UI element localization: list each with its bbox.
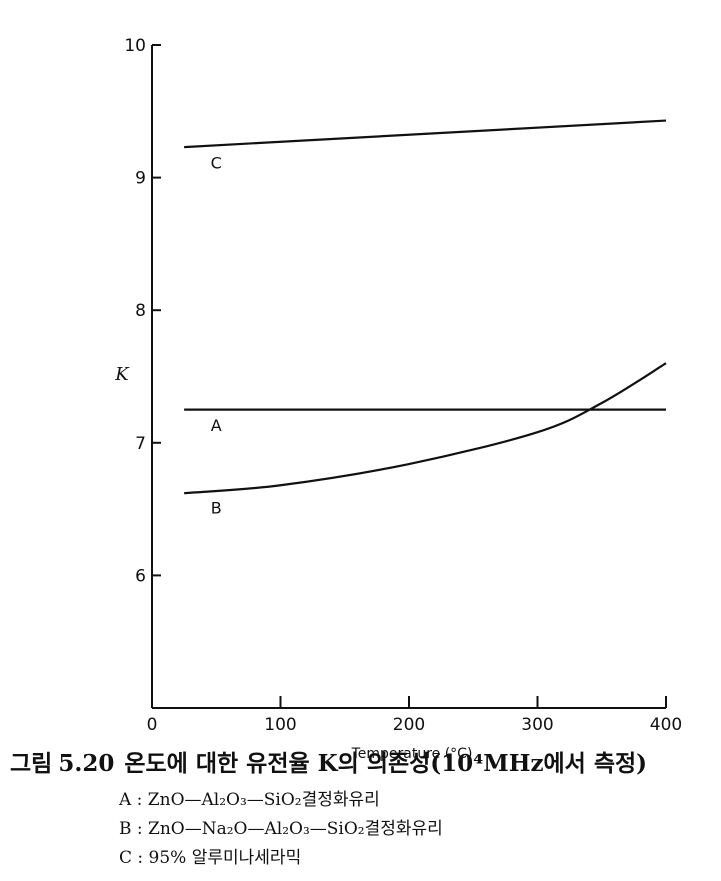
x-axis-label: Temperature (°C): [351, 746, 473, 762]
x-tick-label: 100: [264, 715, 296, 735]
caption-number: 5.20: [58, 750, 115, 777]
x-tick-label: 300: [521, 715, 553, 735]
y-tick-label: 10: [124, 36, 146, 56]
y-tick-label: 9: [135, 169, 146, 189]
series-label-c: C: [211, 154, 222, 173]
legend-entry-a: A : ZnO—Al₂O₃—SiO₂결정화유리: [119, 790, 380, 810]
series-line-b: [184, 362, 667, 495]
series-label-b: B: [211, 498, 222, 517]
y-tick-label: 6: [135, 566, 146, 586]
y-axis-label: K: [114, 364, 130, 385]
series-lines: [184, 119, 667, 495]
axis-ticks: [152, 44, 667, 708]
legend-entry-c: C : 95% 알루미나세라믹: [119, 848, 302, 868]
caption-text: 온도에 대한 유전율 K의 의존성(10⁴MHz에서 측정): [124, 750, 648, 777]
x-tick-label: 0: [147, 715, 158, 735]
series-line-labels: C A B: [211, 154, 222, 518]
y-tick-label: 8: [135, 301, 146, 321]
y-tick-label: 7: [135, 434, 146, 454]
caption-prefix: 그림: [10, 750, 53, 777]
series-label-a: A: [211, 416, 222, 435]
legend-entry-b: B : ZnO—Na₂O—Al₂O₃—SiO₂결정화유리: [119, 819, 443, 839]
x-tick-label: 400: [650, 715, 682, 735]
series-line-c: [184, 119, 667, 149]
figure-caption: 그림 5.20 온도에 대한 유전율 K의 의존성(10⁴MHz에서 측정): [10, 744, 647, 778]
x-tick-label: 200: [393, 715, 425, 735]
